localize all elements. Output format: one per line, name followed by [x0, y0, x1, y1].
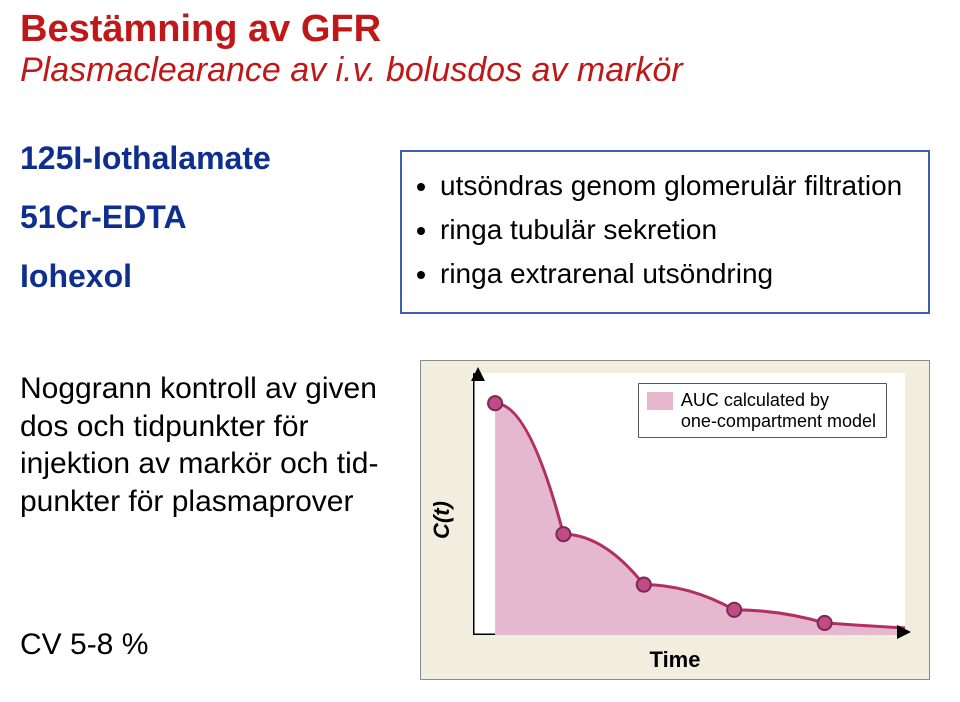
legend-line-2: one-compartment model — [681, 411, 876, 432]
marker-item: 51Cr-EDTA — [20, 199, 390, 236]
marker-item: 125I-Iothalamate — [20, 140, 390, 177]
chart-plot-area: AUC calculated by one-compartment model — [473, 373, 905, 635]
x-axis-label: Time — [650, 647, 701, 673]
bullet-item: ringa tubulär sekretion — [440, 214, 918, 246]
title-sub: Plasmaclearance av i.v. bolusdos av mark… — [20, 51, 683, 90]
legend-line-1: AUC calculated by — [681, 390, 876, 411]
arrow-right-icon — [897, 625, 911, 639]
chart: C(t) Time AUC calculated by one-compartm… — [420, 360, 930, 680]
bullet-box: utsöndras genom glomerulär filtration ri… — [400, 150, 930, 314]
y-axis-label: C(t) — [429, 501, 455, 539]
title-main: Bestämning av GFR — [20, 8, 683, 51]
chart-legend: AUC calculated by one-compartment model — [638, 383, 887, 438]
bullet-item: ringa extrarenal utsöndring — [440, 258, 918, 290]
arrow-up-icon — [471, 367, 485, 381]
legend-swatch — [647, 392, 673, 410]
marker-list: 125I-Iothalamate 51Cr-EDTA Iohexol — [20, 140, 390, 317]
cv-text: CV 5-8 % — [20, 628, 148, 662]
note-text: Noggrann kontroll av given dos och tid­p… — [20, 370, 390, 520]
marker-item: Iohexol — [20, 258, 390, 295]
bullet-item: utsöndras genom glomerulär filtration — [440, 170, 918, 202]
